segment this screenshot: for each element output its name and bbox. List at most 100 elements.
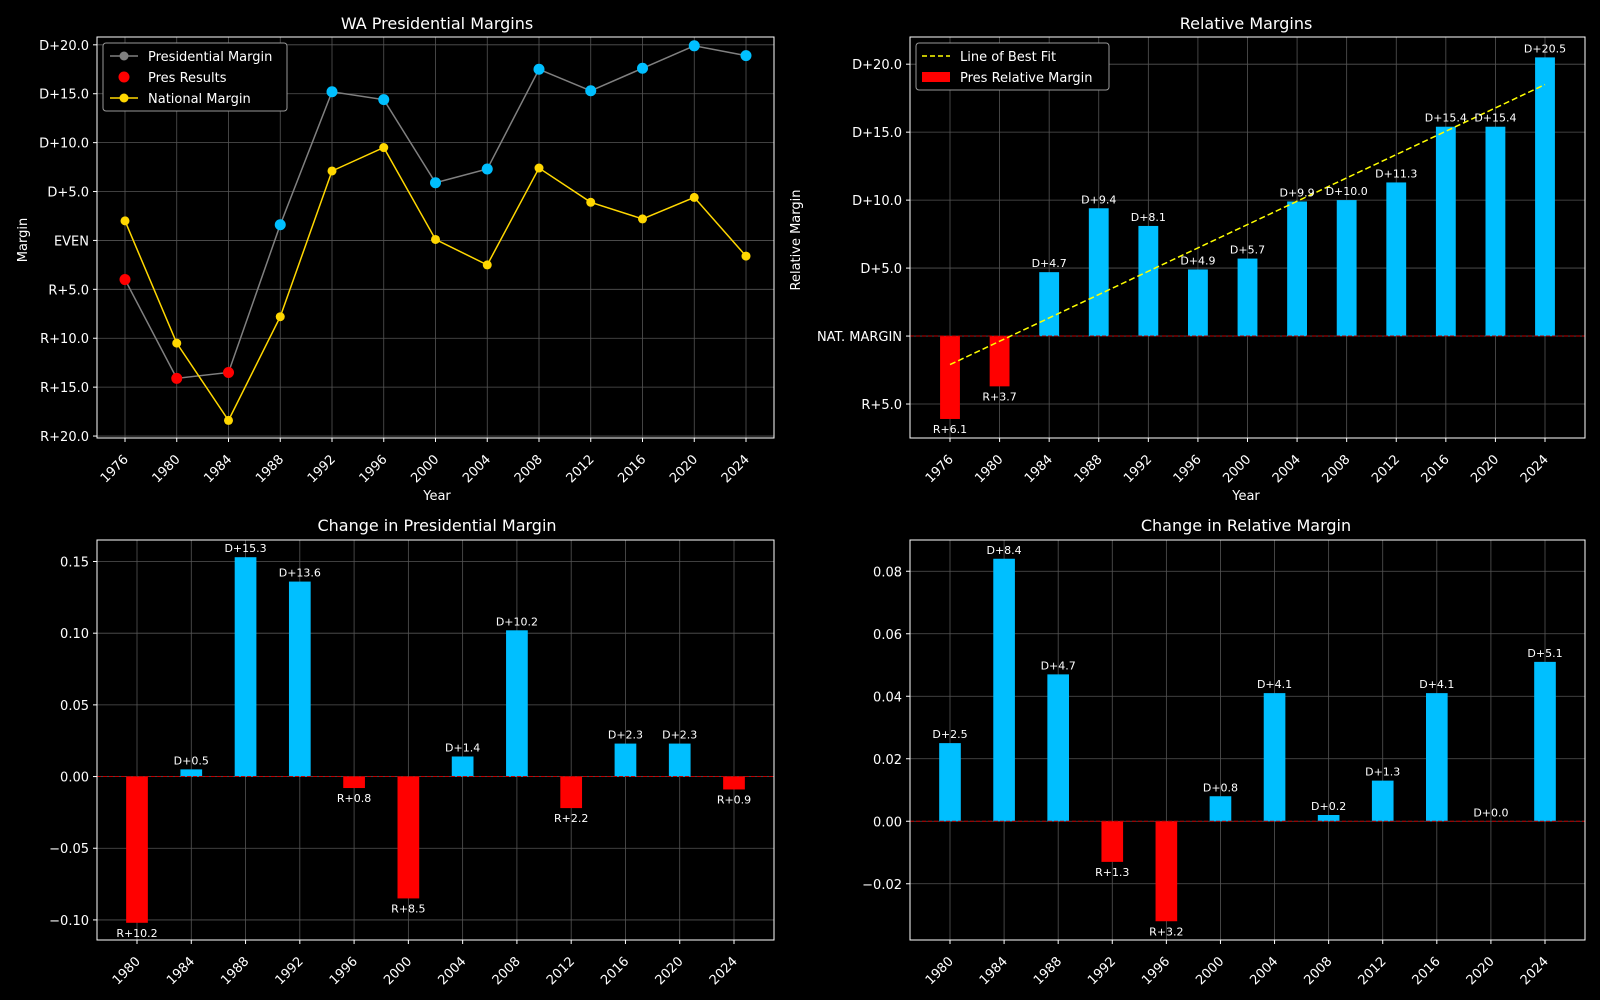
chart-relative-margins: Relative Margins R+6.1 R+3.7 D+4.7 D+9.4 D+8… [789, 14, 1586, 504]
bar-2020 [1485, 126, 1506, 337]
y-tick-label: −0.05 [49, 842, 89, 857]
point-national-margin-1996 [379, 143, 389, 153]
bar-2020 [668, 743, 691, 777]
bar-1980 [126, 776, 148, 923]
point-national-margin-1984 [224, 415, 233, 425]
data-label-2020: D+2.3 [662, 729, 697, 742]
y-tick-label: 0.15 [60, 556, 89, 571]
data-label-2024: R+0.9 [717, 793, 751, 806]
data-label-2008: D+10.0 [1326, 185, 1368, 198]
bar-1996 [1188, 269, 1208, 337]
legend-label-presidential-margin: Presidential Margin [148, 50, 272, 65]
bar-1996 [343, 776, 365, 789]
y-axis-label: Relative Margin [789, 190, 804, 291]
point-pres-result-1992 [326, 86, 338, 98]
bar-1984 [1039, 272, 1060, 337]
legend-marker-pres-results [118, 71, 130, 83]
bar-2012 [1371, 780, 1394, 822]
data-label-2012: R+2.2 [554, 812, 588, 825]
data-label-2016: D+4.1 [1419, 678, 1454, 691]
bar-2000 [1209, 796, 1232, 822]
point-national-margin-2012 [586, 197, 596, 207]
point-national-margin-2020 [689, 192, 699, 202]
bar-1980 [939, 743, 961, 822]
grid [97, 540, 774, 940]
bar-2016 [1426, 693, 1448, 822]
chart-title: Change in Relative Margin [1141, 516, 1351, 535]
bar-2008 [506, 630, 528, 777]
data-label-1980: D+2.5 [932, 728, 967, 741]
data-label-1984: D+8.4 [986, 544, 1021, 557]
y-tick-label: R+5.0 [861, 398, 902, 413]
y-tick-label: 0.06 [873, 628, 902, 643]
data-label-2012: D+1.3 [1365, 766, 1400, 779]
data-label-1984: D+0.5 [174, 754, 209, 767]
bars-group: R+10.2 D+0.5 D+15.3 D+13.6 R+0.8 R+8.5 D+1.4 D+… [97, 542, 774, 940]
y-tick-label: R+5.0 [48, 283, 89, 298]
bar-1988 [1047, 674, 1069, 822]
point-pres-result-1988 [274, 219, 286, 231]
legend-marker-national-margin [119, 93, 129, 103]
bar-2012 [1386, 182, 1407, 337]
bar-2000 [397, 776, 420, 899]
y-tick-label: D+5.0 [47, 186, 89, 201]
bar-1984 [993, 558, 1015, 822]
point-pres-result-2012 [585, 85, 597, 97]
data-label-2024: D+20.5 [1524, 42, 1566, 55]
legend-box [915, 42, 1110, 91]
bar-2008 [1336, 200, 1357, 337]
point-national-margin-1980 [172, 338, 182, 348]
data-label-2000: R+8.5 [391, 902, 425, 915]
bar-1992 [288, 581, 311, 777]
point-pres-result-2000 [430, 177, 441, 189]
chart-title: Relative Margins [1180, 14, 1313, 33]
y-tick-label: −0.02 [862, 878, 902, 893]
data-label-1996: D+4.9 [1180, 254, 1215, 267]
bar-1976 [940, 336, 960, 419]
legend-label-pres-relative-margin: Pres Relative Margin [960, 71, 1093, 86]
data-label-1976: R+6.1 [933, 423, 967, 436]
chart-title: WA Presidential Margins [341, 14, 533, 33]
bar-2024 [1534, 661, 1556, 822]
y-tick-label: EVEN [54, 234, 89, 249]
data-label-2016: D+15.4 [1425, 112, 1467, 125]
data-label-1992: D+13.6 [279, 567, 321, 580]
y-tick-label: −0.10 [49, 914, 89, 929]
bar-2008 [1317, 815, 1340, 822]
data-label-2000: D+0.8 [1203, 781, 1238, 794]
chart-title: Change in Presidential Margin [317, 516, 556, 535]
y-tick-label: 0.10 [60, 627, 89, 642]
data-label-2020: D+15.4 [1474, 112, 1516, 125]
y-tick-label: NAT. MARGIN [817, 330, 902, 345]
data-label-1980: R+3.7 [982, 390, 1016, 403]
point-pres-result-2020 [688, 40, 700, 52]
data-label-2020: D+0.0 [1473, 806, 1508, 819]
point-national-margin-2000 [431, 234, 440, 244]
point-national-margin-2016 [638, 214, 647, 224]
point-pres-result-1984 [223, 366, 234, 378]
y-tick-label: R+20.0 [40, 430, 89, 445]
legend: Line of Best Fit Pres Relative Margin [915, 42, 1110, 91]
legend-label-national-margin: National Margin [148, 92, 251, 107]
y-tick-label: R+15.0 [40, 381, 89, 396]
bar-2024 [723, 776, 745, 790]
data-label-1992: R+1.3 [1095, 866, 1129, 879]
data-label-1980: R+10.2 [116, 927, 157, 940]
bar-1992 [1138, 225, 1159, 337]
point-pres-result-1976 [119, 274, 131, 286]
point-national-margin-2004 [482, 260, 492, 270]
data-label-2016: D+2.3 [608, 729, 643, 742]
bar-2016 [1435, 126, 1456, 337]
data-label-1988: D+15.3 [224, 542, 266, 555]
data-label-1988: D+9.4 [1081, 193, 1116, 206]
plot-frame [909, 539, 1586, 941]
bars-group: D+2.5 D+8.4 D+4.7 R+1.3 R+3.2 D+0.8 D+4.1 D+0.2… [910, 544, 1585, 938]
data-label-1996: R+0.8 [337, 792, 371, 805]
data-label-2004: D+9.9 [1279, 186, 1314, 199]
data-label-2024: D+5.1 [1527, 647, 1562, 660]
bar-2000 [1237, 258, 1258, 337]
legend-swatch-pres-relative-margin [922, 72, 950, 82]
bars-group: R+6.1 R+3.7 D+4.7 D+9.4 D+8.1 D+4.9 D+5.7 D+9.9… [910, 42, 1585, 436]
data-label-2004: D+1.4 [445, 741, 480, 754]
line-of-best-fit [949, 83, 1546, 366]
